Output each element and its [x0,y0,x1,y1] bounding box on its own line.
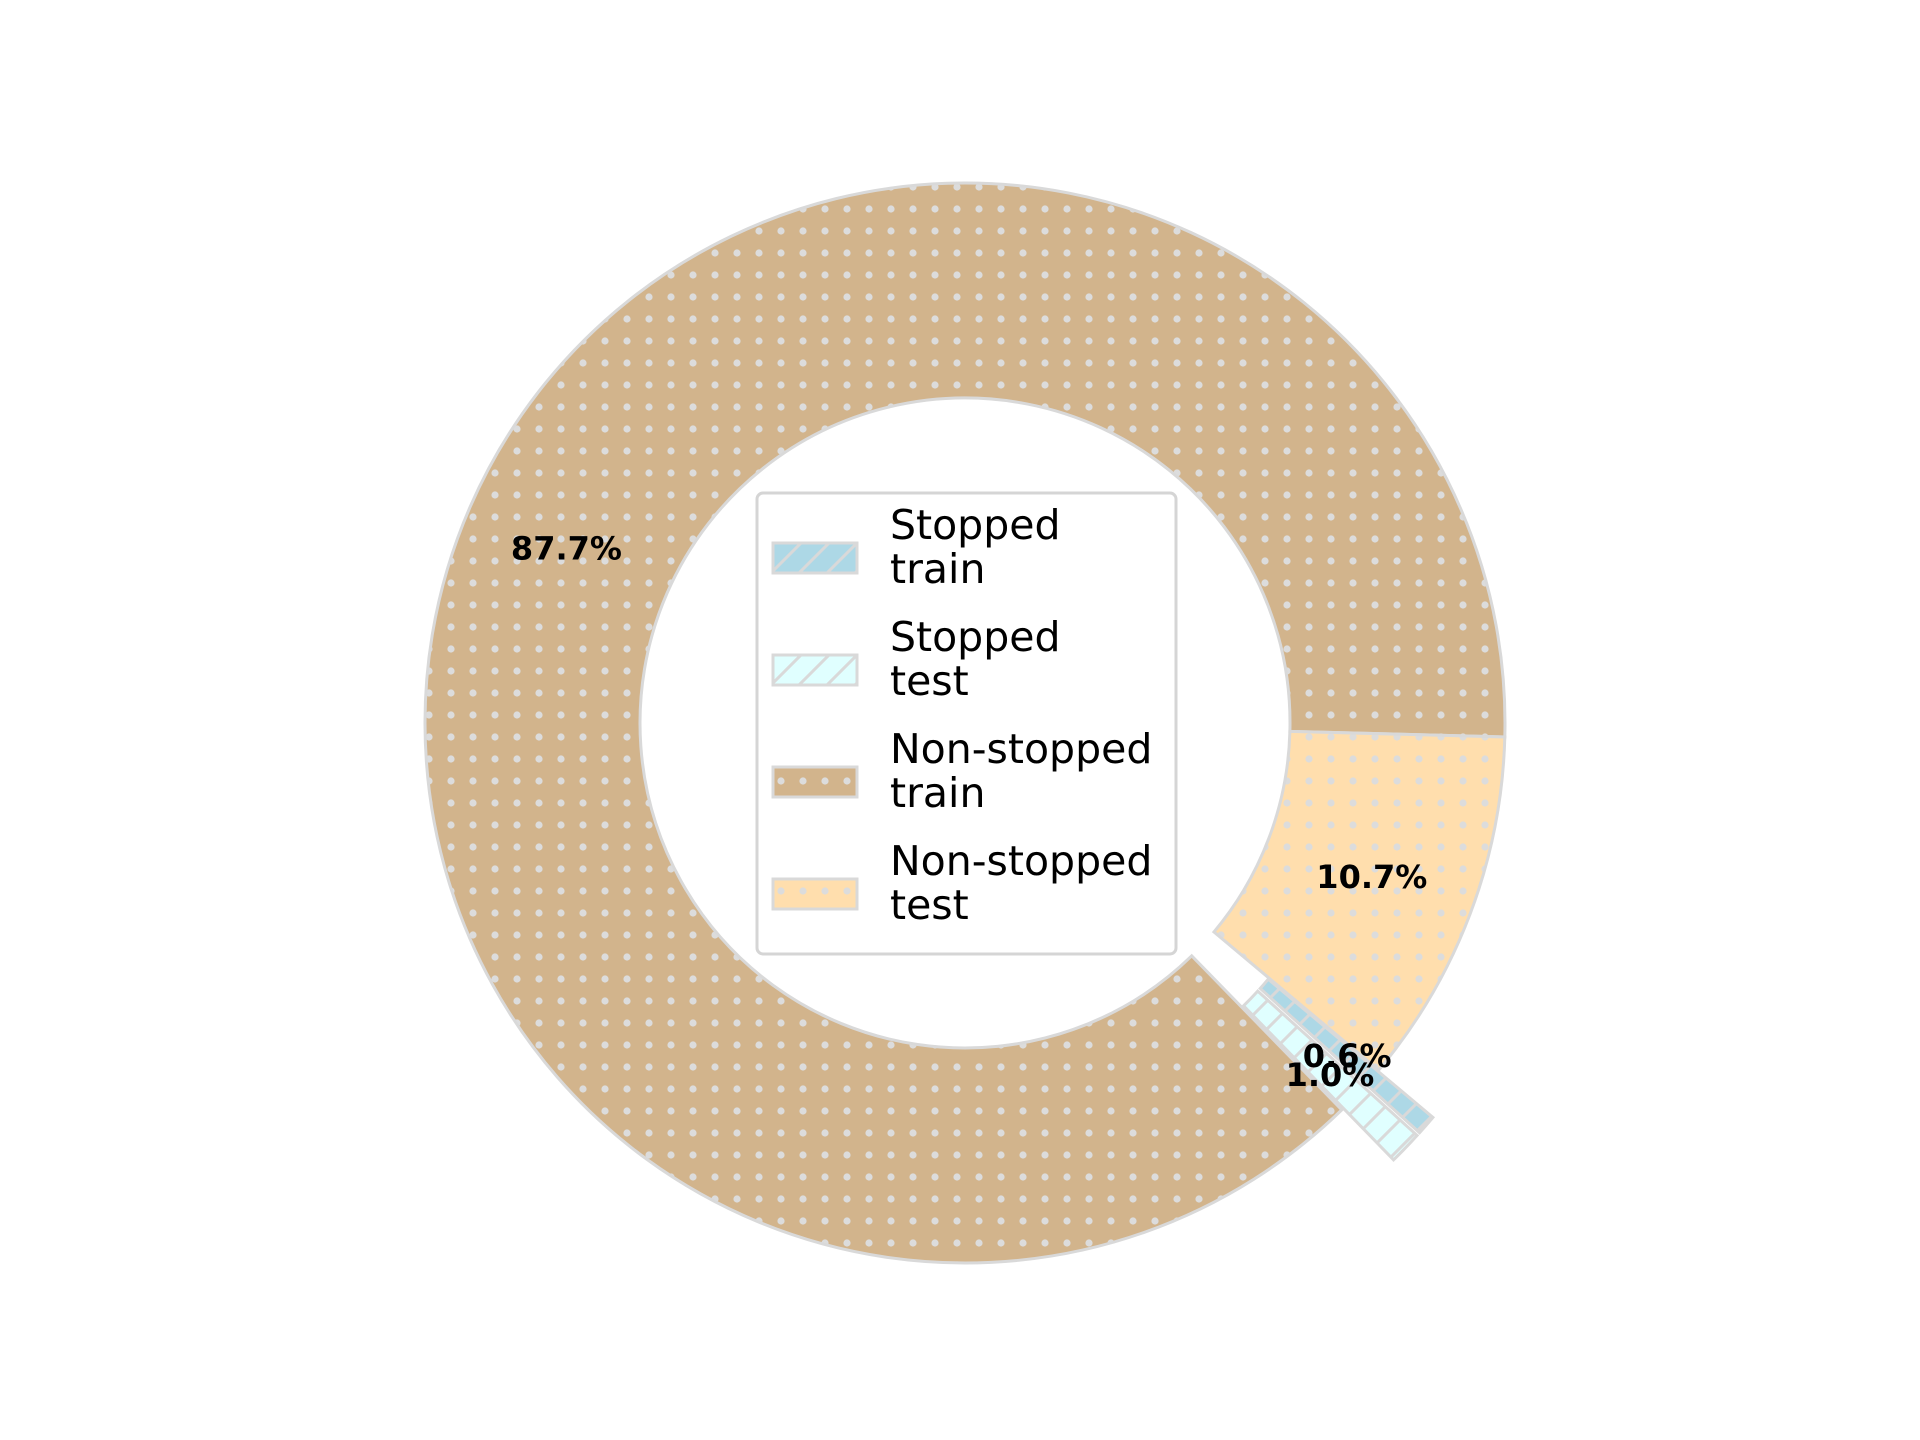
legend-label-3: Non-stopped test [890,837,1152,929]
slice-labels: 0.6%1.0% 87.7% 10.7% [511,530,1427,1094]
legend-entry-0: Stopped train [771,501,1061,593]
legend-label-0: Stopped train [890,501,1061,593]
slice-label-2: 87.7% [511,530,622,568]
legend-box [755,491,1178,956]
legend-swatch-2 [771,765,859,799]
legend-entry-2: Non-stopped train [771,725,1152,817]
legend-entry-3: Non-stopped test [771,837,1152,929]
slice-label-0: 0.6% [1303,1037,1392,1075]
pie-slices [423,181,1507,1265]
slice-label-3: 10.7% [1316,858,1427,896]
legend: Stopped train Stopped test Non-stopped train N… [755,491,1178,956]
slice-3 [1211,729,1507,1073]
legend-swatch-1 [771,653,859,687]
legend-label-2: Non-stopped train [890,725,1152,817]
slice-label-1: 1.0% [1286,1056,1375,1094]
legend-label-1: Stopped test [890,613,1061,705]
legend-swatch-0 [771,541,859,575]
slice-0 [1258,977,1436,1135]
slice-1 [1241,989,1420,1162]
legend-entry-1: Stopped test [771,613,1061,705]
slice-2 [423,181,1507,1265]
legend-swatch-3 [771,877,859,911]
